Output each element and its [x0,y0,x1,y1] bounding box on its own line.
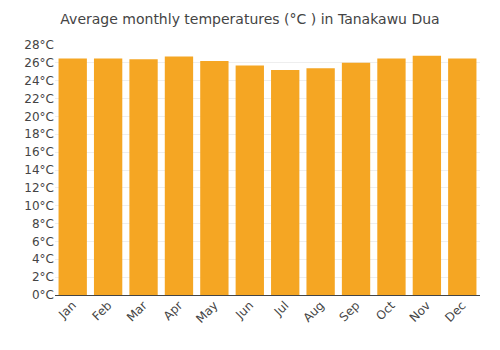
svg-text:16°C: 16°C [24,145,54,159]
svg-text:0°C: 0°C [32,288,54,302]
svg-text:22°C: 22°C [24,92,54,106]
svg-text:26°C: 26°C [24,56,54,70]
svg-text:Mar: Mar [124,298,150,324]
svg-text:20°C: 20°C [24,110,54,124]
svg-text:28°C: 28°C [24,38,54,52]
svg-text:10°C: 10°C [24,199,54,213]
svg-text:2°C: 2°C [32,270,54,284]
svg-text:24°C: 24°C [24,74,54,88]
svg-text:Jun: Jun [232,298,256,322]
svg-text:May: May [193,298,220,325]
svg-text:Nov: Nov [407,298,433,324]
svg-text:6°C: 6°C [32,235,54,249]
svg-text:4°C: 4°C [32,252,54,266]
svg-text:Feb: Feb [90,298,115,323]
svg-text:Jan: Jan [55,298,79,322]
svg-text:Aug: Aug [301,298,327,324]
svg-text:12°C: 12°C [24,181,54,195]
svg-text:Dec: Dec [442,298,468,324]
svg-text:Apr: Apr [161,298,186,323]
svg-text:8°C: 8°C [32,217,54,231]
svg-text:18°C: 18°C [24,127,54,141]
svg-text:Jul: Jul [271,298,292,319]
svg-text:Sep: Sep [337,298,363,324]
svg-text:14°C: 14°C [24,163,54,177]
svg-text:Average monthly temperatures (: Average monthly temperatures (°C ) in Ta… [60,11,439,27]
svg-text:Oct: Oct [373,298,398,323]
